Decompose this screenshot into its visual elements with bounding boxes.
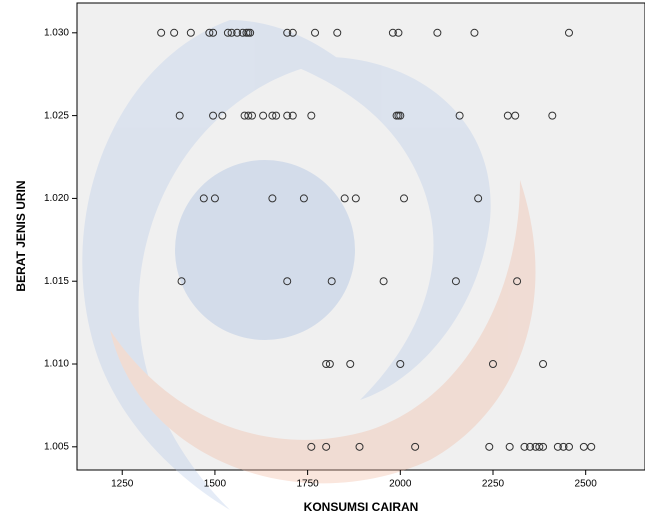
point: [311, 28, 320, 37]
point: [210, 194, 219, 203]
x-axis-title: KONSUMSI CAIRAN: [304, 500, 419, 514]
point: [247, 111, 256, 120]
point: [170, 28, 179, 37]
point: [322, 360, 331, 369]
point: [379, 277, 388, 286]
point: [259, 111, 268, 120]
point: [559, 442, 568, 451]
point: [272, 111, 281, 120]
point: [535, 442, 544, 451]
y-tick-label: 1.010: [44, 359, 69, 370]
point: [299, 194, 308, 203]
point: [288, 28, 297, 37]
point: [283, 277, 292, 286]
x-tick-label: 2500: [575, 479, 598, 490]
point: [223, 28, 232, 37]
point: [451, 277, 460, 286]
y-tick-label: 1.005: [44, 441, 69, 452]
point: [325, 360, 334, 369]
point: [539, 360, 548, 369]
point: [539, 442, 548, 451]
y-tick-label: 1.030: [44, 27, 69, 38]
point: [564, 442, 573, 451]
point: [288, 111, 297, 120]
x-tick-label: 1500: [204, 479, 227, 490]
point: [433, 28, 442, 37]
point: [474, 194, 483, 203]
point: [157, 28, 166, 37]
point: [526, 442, 535, 451]
point: [175, 111, 184, 120]
point: [396, 360, 405, 369]
point: [396, 111, 405, 120]
point: [488, 360, 497, 369]
watermark-swirl: [82, 20, 340, 510]
point: [485, 442, 494, 451]
point: [205, 28, 214, 37]
y-axis-title: BERAT JENIS URIN: [14, 180, 28, 291]
point: [470, 28, 479, 37]
point: [333, 28, 342, 37]
point: [186, 28, 195, 37]
x-tick-label: 2000: [389, 479, 412, 490]
point: [411, 442, 420, 451]
watermark-swirl: [280, 56, 491, 400]
point: [233, 28, 242, 37]
point: [246, 28, 255, 37]
point: [455, 111, 464, 120]
point: [283, 28, 292, 37]
x-tick-label: 1250: [111, 479, 134, 490]
point: [199, 194, 208, 203]
x-tick-label: 1750: [296, 479, 319, 490]
point: [553, 442, 562, 451]
point: [177, 277, 186, 286]
x-tick-label: 2250: [482, 479, 505, 490]
y-tick-label: 1.015: [44, 276, 69, 287]
point: [227, 28, 236, 37]
point: [564, 28, 573, 37]
point: [388, 28, 397, 37]
point: [505, 442, 514, 451]
point: [268, 111, 277, 120]
point: [351, 194, 360, 203]
point: [340, 194, 349, 203]
point: [307, 442, 316, 451]
point: [322, 442, 331, 451]
watermark-swirl: [110, 180, 536, 484]
point: [218, 111, 227, 120]
y-tick-label: 1.025: [44, 110, 69, 121]
point: [548, 111, 557, 120]
point: [355, 442, 364, 451]
y-tick-label: 1.020: [44, 193, 69, 204]
point: [513, 277, 522, 286]
point: [327, 277, 336, 286]
watermark-circle: [175, 160, 355, 340]
point: [400, 194, 409, 203]
plot-area: [76, 2, 645, 471]
point: [511, 111, 520, 120]
point: [520, 442, 529, 451]
point: [244, 111, 253, 120]
point: [268, 194, 277, 203]
point: [394, 28, 403, 37]
point: [587, 442, 596, 451]
point: [209, 111, 218, 120]
point: [283, 111, 292, 120]
point: [346, 360, 355, 369]
watermark: [82, 20, 536, 510]
point: [209, 28, 218, 37]
point: [307, 111, 316, 120]
